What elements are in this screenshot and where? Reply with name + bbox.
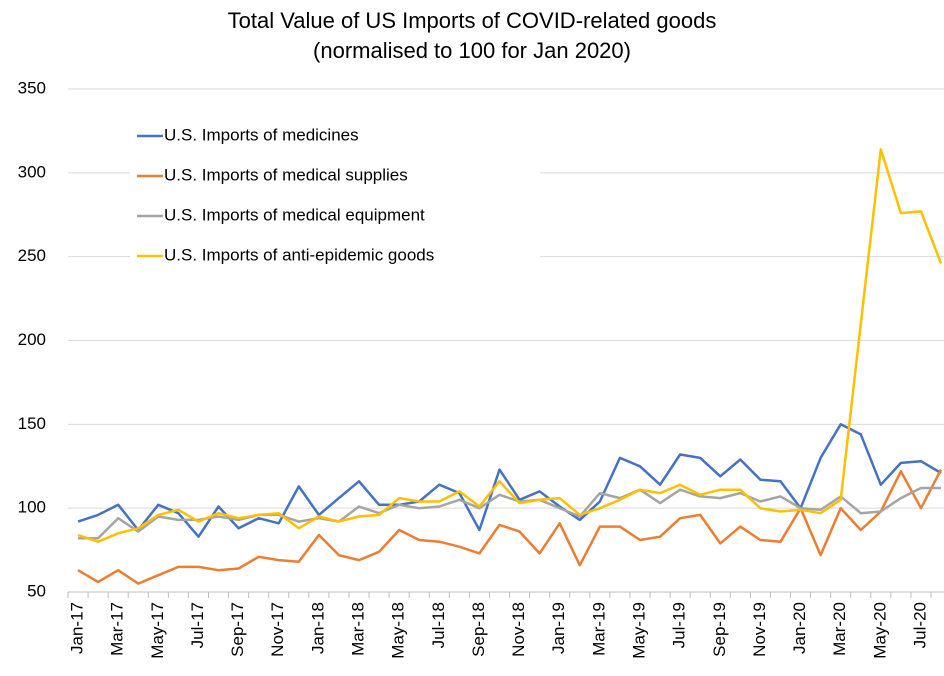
legend-label: U.S. Imports of medicines <box>164 125 359 144</box>
x-tick-label: Jul-18 <box>429 602 448 648</box>
legend-label: U.S. Imports of medical supplies <box>164 165 408 184</box>
x-tick-label: Jul-17 <box>188 602 207 648</box>
y-tick-label: 350 <box>18 78 46 97</box>
x-tick-label: Jul-19 <box>670 602 689 648</box>
data-line <box>77 148 943 543</box>
y-tick-label: 100 <box>18 498 46 517</box>
x-tick-label: May-17 <box>148 602 167 659</box>
legend-label: U.S. Imports of medical equipment <box>164 205 425 224</box>
x-tick-label: May-19 <box>629 602 648 659</box>
data-line <box>78 486 941 540</box>
x-tick-label: Sep-19 <box>710 602 729 657</box>
chart-subtitle: (normalised to 100 for Jan 2020) <box>313 38 631 63</box>
y-tick-label: 200 <box>18 330 46 349</box>
x-tick-label: Mar-19 <box>589 602 608 656</box>
x-tick-label: Jan-20 <box>790 602 809 654</box>
x-tick-label: Jan-17 <box>68 602 87 654</box>
x-tick-label: Mar-17 <box>108 602 127 656</box>
x-tick-label: Mar-18 <box>348 602 367 656</box>
x-tick-label: Nov-17 <box>268 602 287 657</box>
x-tick-label: Nov-18 <box>509 602 528 657</box>
x-tick-label: May-18 <box>389 602 408 659</box>
y-tick-label: 50 <box>27 581 46 600</box>
y-tick-label: 250 <box>18 246 46 265</box>
legend: U.S. Imports of medicines U.S. Imports of… <box>130 118 540 268</box>
x-tick-label: Sep-17 <box>228 602 247 657</box>
x-tick-label: Jan-19 <box>549 602 568 654</box>
x-tick-label: Nov-19 <box>750 602 769 657</box>
chart-title: Total Value of US Imports of COVID-relat… <box>228 8 717 33</box>
data-line <box>77 423 942 538</box>
legend-background <box>130 118 540 268</box>
data-line <box>77 469 943 585</box>
x-tick-label: Jul-20 <box>910 602 929 648</box>
x-tick-label: Jan-18 <box>308 602 327 654</box>
x-tick-label: Mar-20 <box>830 602 849 656</box>
legend-label: U.S. Imports of anti-epidemic goods <box>164 245 434 264</box>
y-tick-label: 300 <box>18 162 46 181</box>
x-tick-label: Sep-18 <box>469 602 488 657</box>
x-tick-label: May-20 <box>870 602 889 659</box>
y-tick-label: 150 <box>18 414 46 433</box>
